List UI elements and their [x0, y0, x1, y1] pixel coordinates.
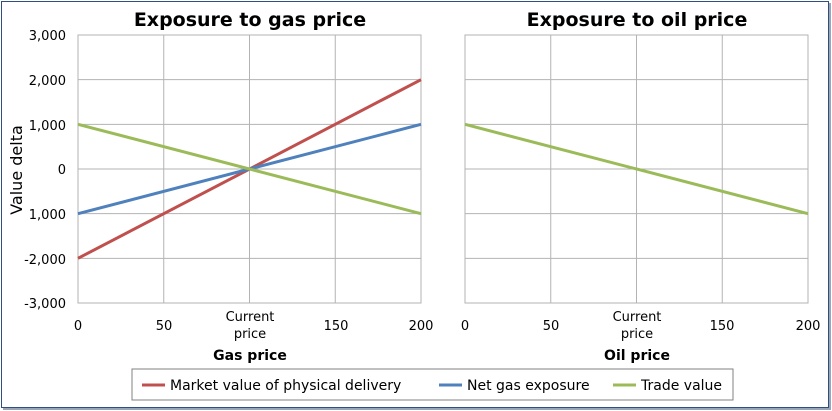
x-axis-label: Oil price [604, 348, 670, 364]
y-tick-label: 0 [58, 163, 66, 178]
chart-title: Exposure to oil price [527, 9, 748, 31]
x-tick-label: 50 [543, 319, 560, 334]
gas-series-lines [77, 78, 422, 260]
legend-item: Net gas exposure [439, 378, 590, 394]
legend-item: Market value of physical delivery [142, 378, 401, 394]
legend-label: Trade value [640, 378, 722, 394]
x-tick-label: 200 [796, 319, 821, 334]
series-line-trade-value [464, 122, 809, 216]
y-tick-label: 3,000 [29, 29, 66, 44]
x-tick-label: 50 [156, 319, 173, 334]
oil-chart: Exposure to oil price 0 50 Current price … [461, 9, 821, 364]
y-tick-label: -2,000 [24, 253, 66, 268]
y-tick-labels: 3,000 2,000 1,000 0 1,000 -2,000 -3,000 [24, 29, 66, 312]
y-tick-label: 1,000 [29, 119, 66, 134]
y-tick-label: 2,000 [29, 74, 66, 89]
oil-x-tick-labels: 0 50 Current price 150 200 [461, 310, 821, 342]
y-tick-label: 1,000 [29, 208, 66, 223]
plot-area-border [77, 34, 422, 304]
chart-title: Exposure to gas price [134, 9, 366, 31]
x-tick-label: 200 [409, 319, 434, 334]
oil-series-lines [464, 122, 809, 216]
x-tick-label: 0 [74, 319, 82, 334]
x-tick-label: 0 [461, 319, 469, 334]
x-tick-label: Current price [613, 310, 662, 342]
x-axis-label: Gas price [213, 348, 287, 364]
x-tick-label: Current price [226, 310, 275, 342]
gas-x-tick-labels: 0 50 Current price 150 200 [74, 310, 434, 342]
series-line-trade-value [77, 122, 422, 216]
x-tick-label: 150 [710, 319, 735, 334]
legend-label: Market value of physical delivery [170, 378, 401, 394]
x-tick-label: 150 [324, 319, 349, 334]
legend: Market value of physical delivery Net ga… [131, 368, 734, 401]
gas-chart: Exposure to gas price 0 50 Current price … [74, 9, 434, 364]
y-tick-label: -3,000 [24, 297, 66, 312]
y-axis-label: Value delta [7, 125, 26, 215]
legend-item: Trade value [613, 378, 722, 394]
plot-area-border [464, 34, 809, 304]
legend-label: Net gas exposure [467, 378, 590, 394]
